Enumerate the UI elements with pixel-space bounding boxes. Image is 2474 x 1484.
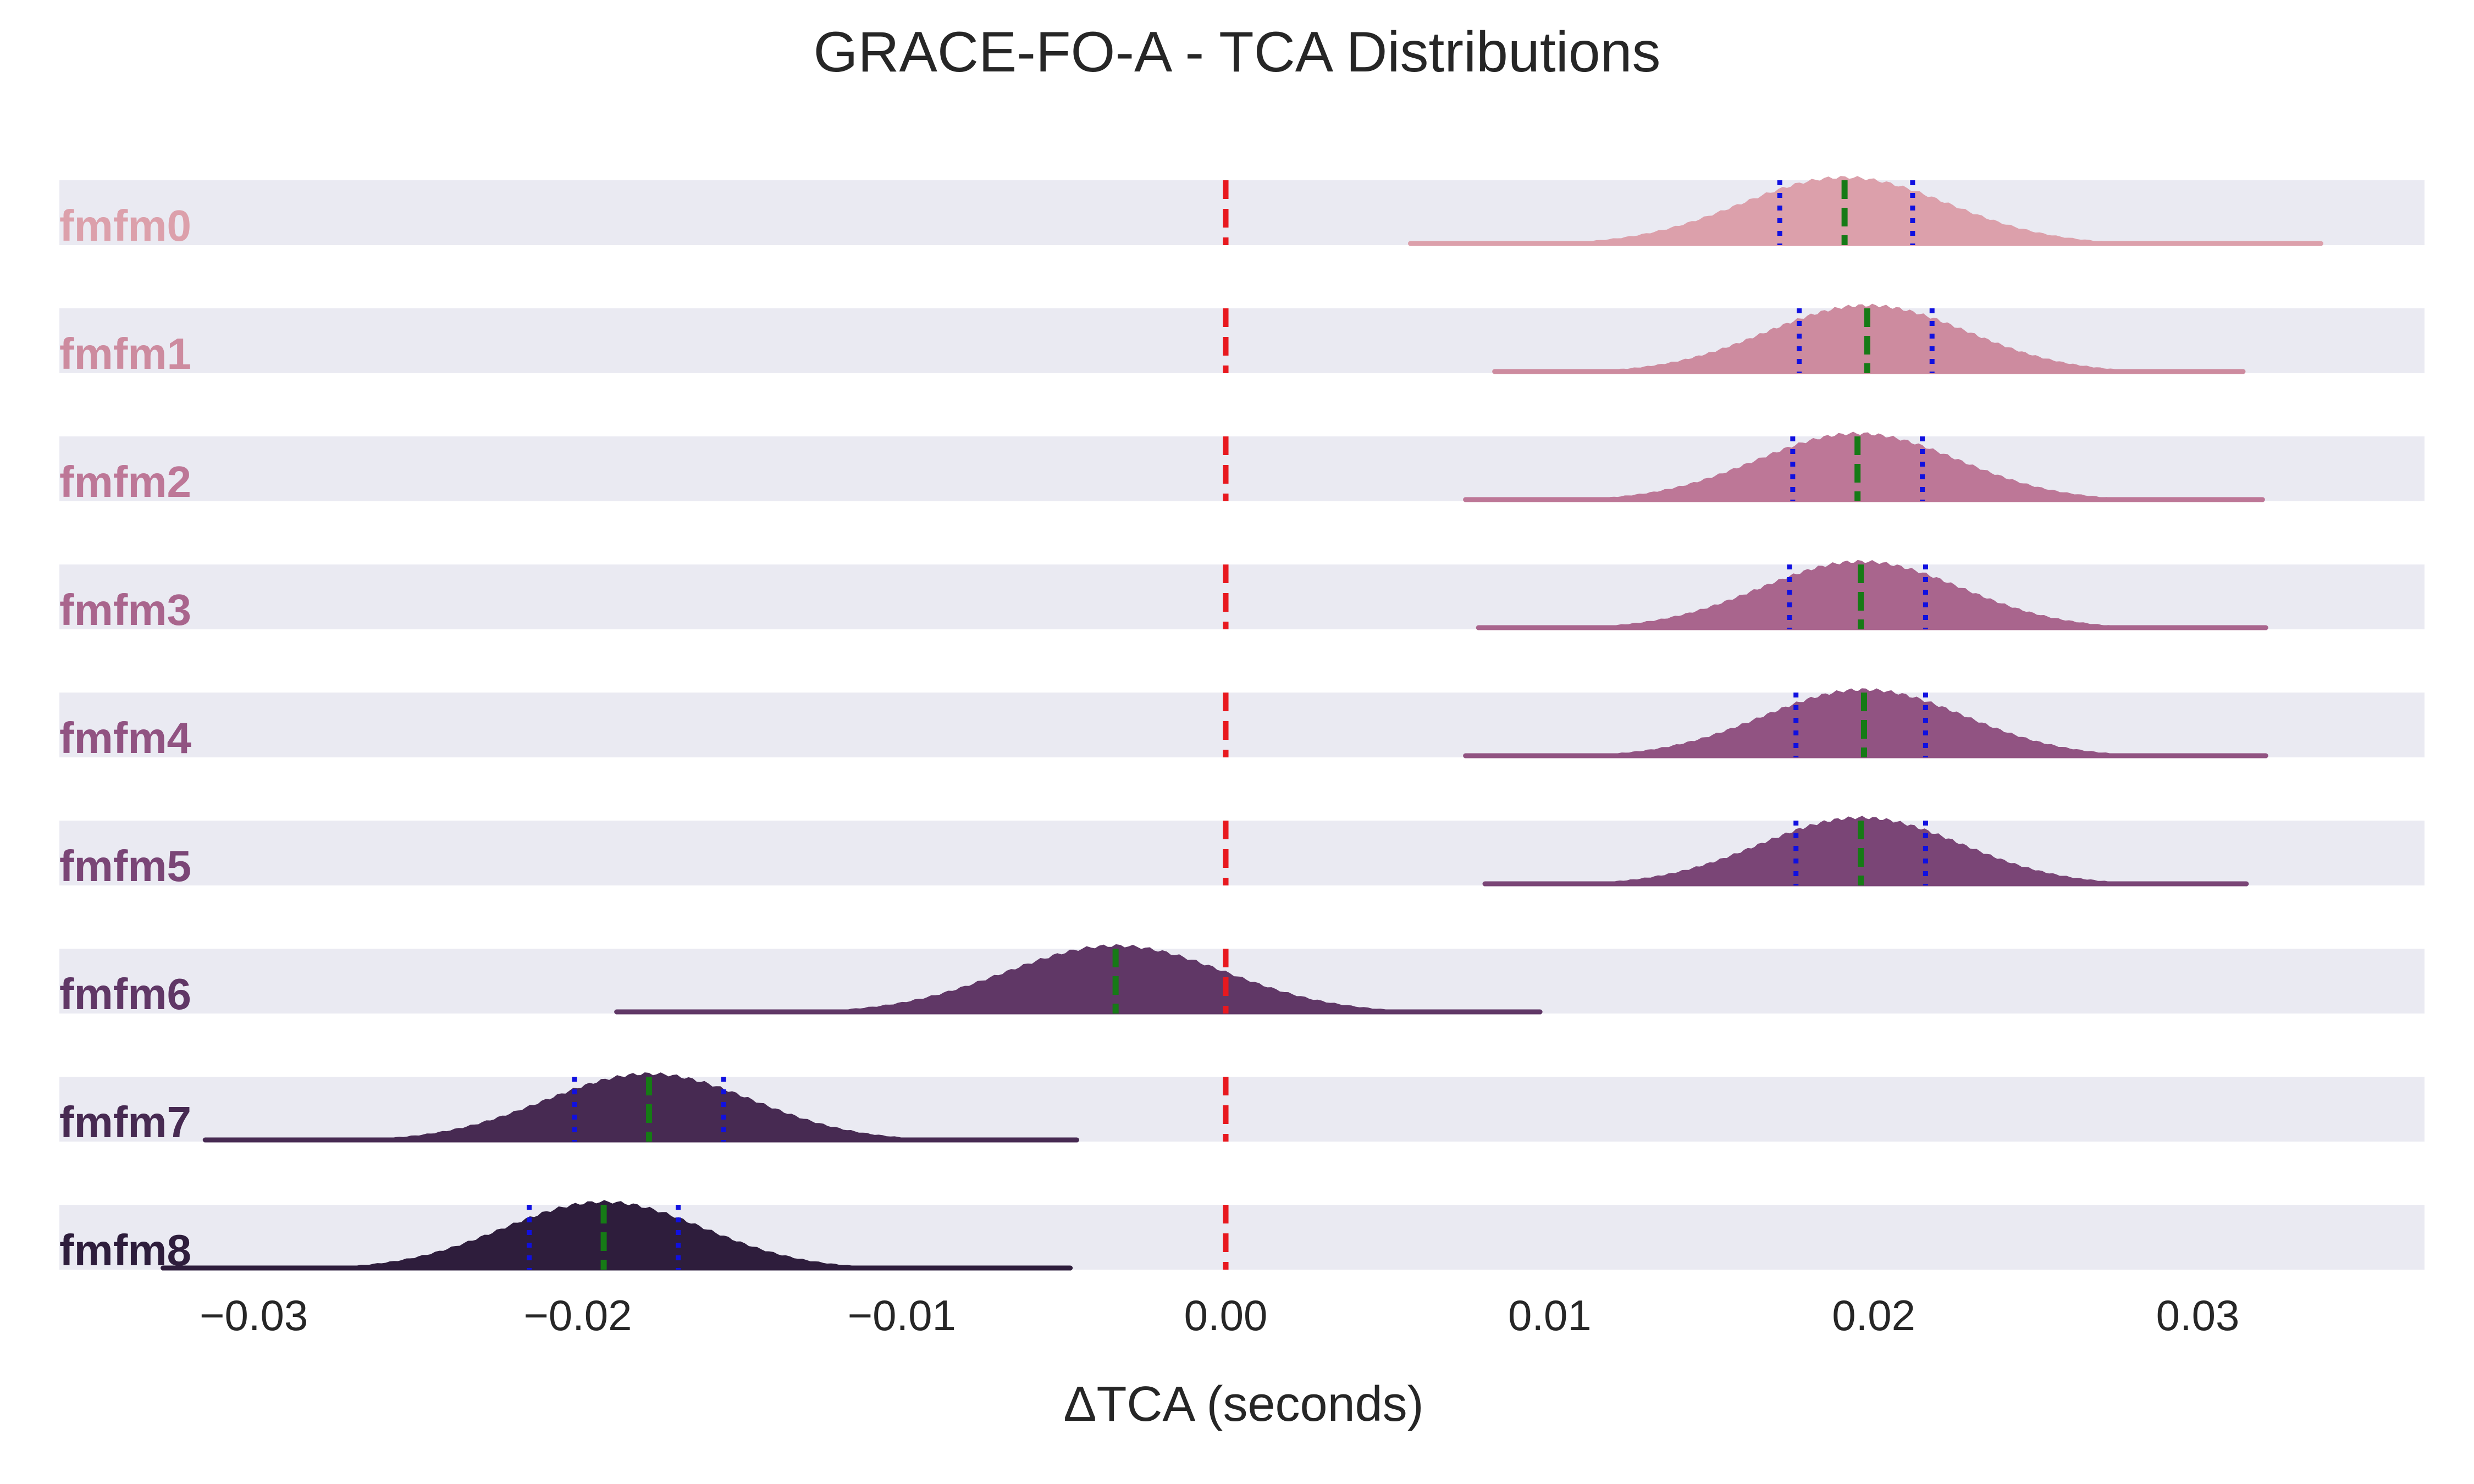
row-labels: fmfm0 fmfm1 fmfm2 fmfm3 fmfm4 fmfm5 fmfm6 fmfm7… (59, 201, 192, 1275)
ridge-fmfm2 (1463, 431, 2265, 502)
ridge-fmfm0 (1407, 176, 2323, 246)
x-tick-label: 0.03 (2156, 1291, 2240, 1339)
x-tick-label: 0.02 (1832, 1291, 1915, 1339)
row-band-fmfm7 (59, 1077, 2425, 1142)
x-axis-ticks: −0.03 −0.02 −0.01 0.00 0.01 0.02 0.03 (200, 1291, 2239, 1339)
row-label-fmfm0: fmfm0 (59, 201, 191, 250)
row-label-fmfm6: fmfm6 (59, 970, 191, 1018)
row-band-fmfm2 (59, 436, 2425, 501)
x-tick-label: −0.03 (200, 1291, 308, 1339)
ridge-fmfm3 (1476, 560, 2268, 630)
row-label-fmfm8: fmfm8 (59, 1226, 191, 1275)
row-band-fmfm4 (59, 693, 2425, 757)
ridge-fmfm8 (161, 1200, 1073, 1271)
ridges (161, 176, 2323, 1271)
row-label-fmfm2: fmfm2 (59, 457, 191, 506)
row-label-fmfm1: fmfm1 (59, 329, 191, 378)
row-band-fmfm5 (59, 821, 2425, 885)
ridge-fmfm5 (1482, 816, 2249, 887)
x-tick-label: 0.00 (1184, 1291, 1268, 1339)
row-label-fmfm3: fmfm3 (59, 585, 191, 634)
row-label-fmfm5: fmfm5 (59, 841, 191, 890)
ridge-fmfm1 (1492, 303, 2246, 374)
chart-title: GRACE-FO-A - TCA Distributions (813, 20, 1660, 84)
row-label-fmfm7: fmfm7 (59, 1098, 191, 1147)
row-label-fmfm4: fmfm4 (59, 713, 192, 762)
ridge-fmfm7 (202, 1072, 1079, 1143)
ridge-fmfm6 (614, 944, 1543, 1015)
x-tick-label: −0.01 (848, 1291, 956, 1339)
x-axis-label: ΔTCA (seconds) (1063, 1377, 1423, 1432)
row-band-fmfm0 (59, 180, 2425, 245)
x-tick-label: 0.01 (1508, 1291, 1592, 1339)
row-bands (59, 180, 2425, 1270)
ridge-fmfm4 (1463, 688, 2268, 758)
x-tick-label: −0.02 (523, 1291, 632, 1339)
row-band-fmfm1 (59, 308, 2425, 373)
row-band-fmfm3 (59, 564, 2425, 629)
